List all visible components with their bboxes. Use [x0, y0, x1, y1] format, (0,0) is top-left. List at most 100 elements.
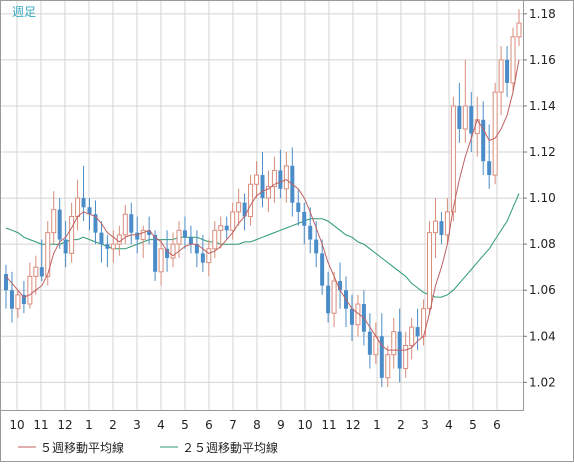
y-tick-label: 1.04 — [529, 329, 556, 343]
candle-up — [432, 220, 438, 234]
candle-up — [403, 345, 409, 370]
plot-border — [0, 0, 524, 411]
y-tick-label: 1.16 — [529, 53, 556, 67]
candle-down — [457, 105, 462, 129]
candle-down — [349, 308, 354, 325]
candle-down — [278, 170, 283, 189]
period-label: 週足 — [12, 5, 36, 19]
candle-up — [206, 248, 212, 264]
candle-up — [444, 211, 450, 236]
y-axis: 1.02 1.04 1.06 1.08 1.10 1.12 1.14 1.16 1.18 — [523, 7, 556, 389]
ma5-layer — [5, 59, 520, 351]
candle-up — [69, 216, 75, 254]
candle-up — [248, 183, 254, 218]
candle-up — [498, 59, 504, 93]
candle-up — [427, 232, 433, 310]
candle-down — [105, 244, 110, 249]
candle-up — [110, 243, 116, 250]
candle-up — [158, 248, 164, 273]
candle-up — [230, 211, 236, 231]
x-tick-label: 3 — [133, 418, 141, 432]
candle-down — [87, 207, 92, 215]
candle-up — [450, 105, 456, 213]
x-tick-label: 12 — [57, 418, 72, 432]
legend-ma25-label: ２５週移動平均線 — [182, 440, 278, 455]
candle-down — [224, 225, 229, 231]
candle-down — [379, 336, 384, 378]
x-tick-label: 12 — [345, 418, 360, 432]
y-tick-label: 1.12 — [529, 145, 556, 159]
candle-up — [176, 229, 182, 245]
x-axis: 10 11 12 1 2 3 4 5 6 7 8 9 10 11 12 1 2 3 4 5 6 — [9, 418, 500, 432]
x-tick-label: 8 — [253, 418, 261, 432]
candle-up — [218, 225, 224, 231]
y-tick-label: 1.08 — [529, 237, 556, 251]
ma5-line — [5, 59, 520, 351]
candle-down — [415, 327, 420, 337]
candle-down — [200, 253, 205, 263]
candle-up — [265, 186, 271, 199]
legend-ma5-label: ５週移動平均線 — [40, 440, 124, 455]
x-tick-label: 6 — [205, 418, 213, 432]
candle-up — [51, 209, 57, 234]
x-tick-label: 5 — [469, 418, 477, 432]
candle-down — [260, 175, 265, 199]
x-tick-label: 4 — [157, 418, 165, 432]
candle-down — [308, 225, 313, 240]
candle-down — [165, 248, 170, 258]
candle-up — [15, 294, 21, 310]
candle-down — [296, 202, 301, 212]
candle-up — [33, 266, 39, 277]
candle-down — [326, 285, 331, 314]
candle-down — [439, 221, 444, 235]
candle-down — [21, 294, 26, 305]
y-tick-label: 1.06 — [529, 283, 556, 297]
candle-down — [129, 214, 134, 233]
x-tick-label: 10 — [9, 418, 24, 432]
candle-up — [516, 22, 522, 38]
candle-down — [302, 211, 307, 226]
x-tick-label: 5 — [181, 418, 189, 432]
candle-down — [367, 331, 372, 355]
candle-down — [93, 214, 98, 233]
candle-up — [75, 197, 81, 218]
candle-up — [409, 326, 415, 347]
candle-down — [147, 230, 152, 235]
candle-down — [9, 290, 14, 309]
candle-up — [391, 331, 397, 356]
candle-down — [4, 274, 8, 291]
candle-up — [140, 229, 146, 241]
candle-down — [135, 232, 140, 240]
candle-up — [212, 229, 218, 250]
candle-down — [99, 232, 104, 245]
candle-down — [188, 237, 193, 245]
candle-up — [122, 213, 128, 236]
y-tick-label: 1.14 — [529, 99, 556, 113]
x-tick-label: 11 — [321, 418, 336, 432]
x-tick-label: 2 — [397, 418, 405, 432]
candle-down — [182, 230, 187, 238]
x-tick-label: 1 — [373, 418, 381, 432]
candle-down — [481, 119, 486, 162]
candle-up — [462, 105, 468, 130]
x-tick-label: 9 — [277, 418, 285, 432]
x-tick-label: 1 — [85, 418, 93, 432]
legend: ５週移動平均線 ２５週移動平均線 — [18, 440, 278, 455]
candle-down — [338, 281, 343, 291]
candle-up — [331, 280, 337, 314]
x-tick-label: 11 — [33, 418, 48, 432]
x-tick-label: 4 — [445, 418, 453, 432]
candle-up — [45, 232, 51, 277]
candles-layer — [4, 9, 522, 387]
candle-down — [505, 59, 510, 83]
candle-down — [153, 234, 158, 272]
x-tick-label: 6 — [493, 418, 501, 432]
candle-down — [81, 198, 86, 208]
candle-up — [271, 169, 277, 188]
candle-down — [314, 239, 319, 254]
y-tick-label: 1.18 — [529, 7, 556, 21]
candle-down — [39, 267, 44, 277]
